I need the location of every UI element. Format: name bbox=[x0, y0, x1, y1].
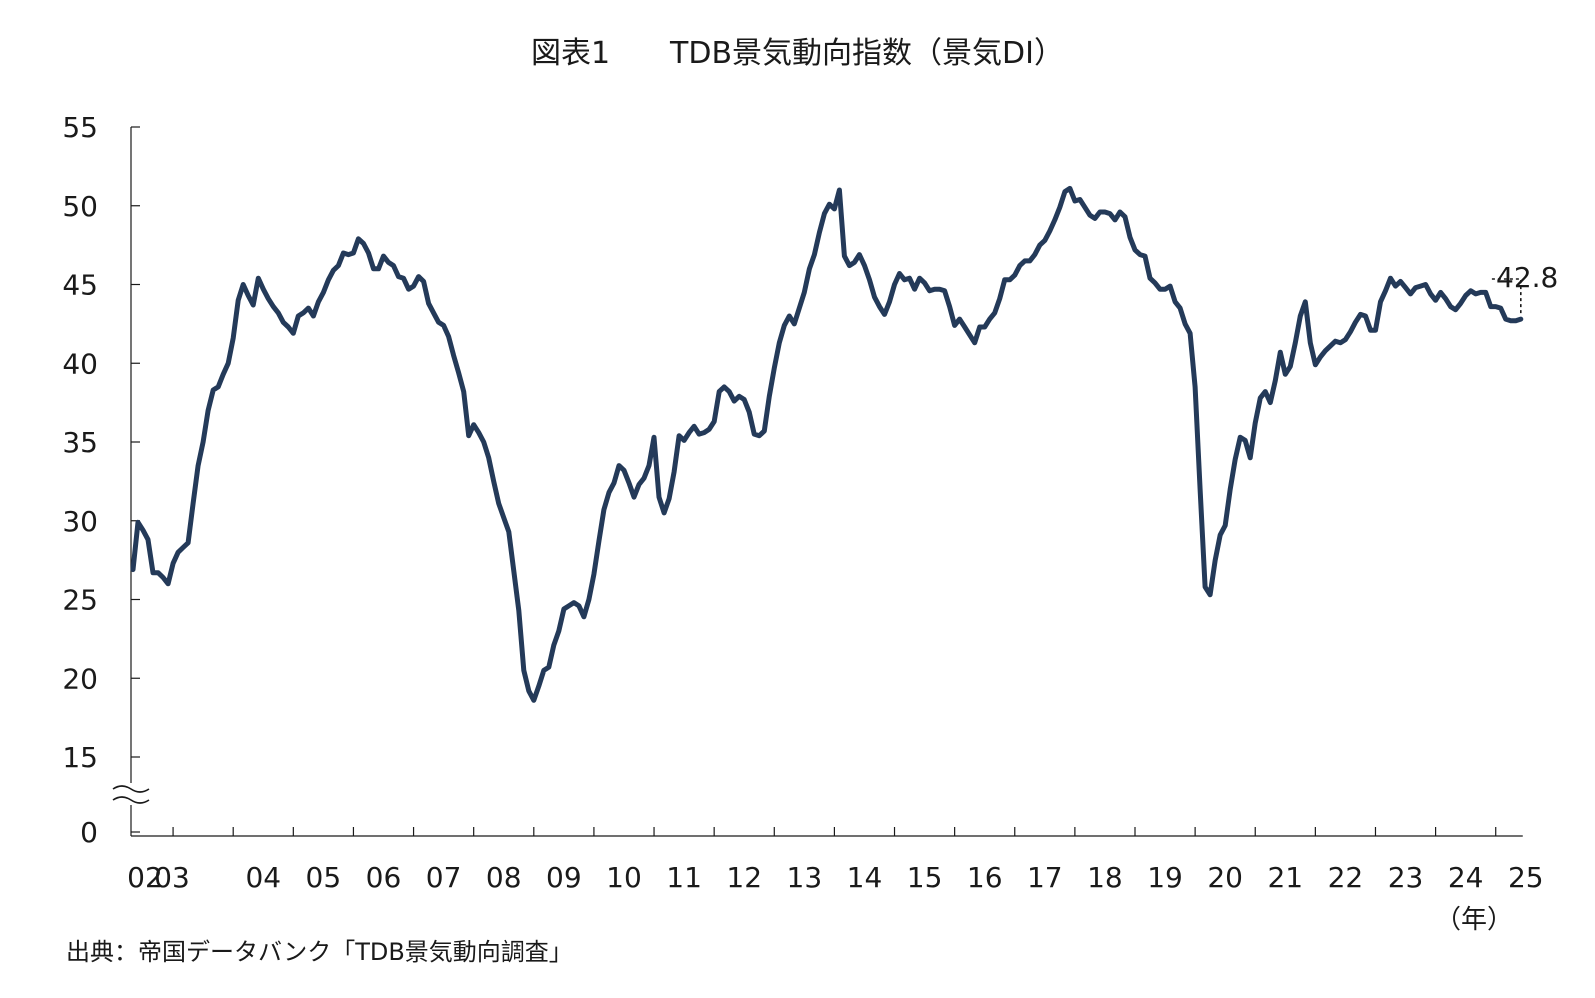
x-tick-label: 15 bbox=[907, 861, 943, 894]
x-tick-label: 17 bbox=[1027, 861, 1063, 894]
x-tick-label: 08 bbox=[486, 861, 522, 894]
x-tick-label: 18 bbox=[1087, 861, 1123, 894]
x-tick-label: 22 bbox=[1328, 861, 1364, 894]
y-tick-label: 55 bbox=[62, 111, 98, 144]
y-tick-label: 30 bbox=[62, 505, 98, 538]
x-tick-label: 14 bbox=[847, 861, 883, 894]
x-tick-label: 11 bbox=[666, 861, 702, 894]
y-tick-label: 40 bbox=[62, 347, 98, 380]
y-tick-label: 15 bbox=[62, 741, 98, 774]
series-line bbox=[130, 185, 1524, 703]
last-value-label: 42.8 bbox=[1496, 261, 1558, 294]
x-tick-label: 04 bbox=[245, 861, 281, 894]
x-tick-label: 20 bbox=[1207, 861, 1243, 894]
y-axis-break-mark bbox=[112, 796, 150, 804]
y-tick-label: 50 bbox=[62, 190, 98, 223]
x-tick-label: 16 bbox=[967, 861, 1003, 894]
chart-title: 図表1 TDB景気動向指数（景気DI） bbox=[530, 36, 1065, 71]
x-tick-label: 25 bbox=[1508, 861, 1544, 894]
y-tick-label: 35 bbox=[62, 426, 98, 459]
annotation-leader bbox=[1489, 278, 1522, 314]
x-tick-label: 21 bbox=[1267, 861, 1303, 894]
x-tick-label: 02 bbox=[127, 861, 163, 894]
y-tick-label: 25 bbox=[62, 584, 98, 617]
x-tick-label: 06 bbox=[366, 861, 402, 894]
x-tick-label: 24 bbox=[1448, 861, 1484, 894]
x-tick-label: 10 bbox=[606, 861, 642, 894]
x-tick-label: 03 bbox=[154, 861, 190, 894]
x-tick-label: 23 bbox=[1388, 861, 1424, 894]
y-tick-label: 0 bbox=[80, 816, 98, 849]
x-tick-label: 19 bbox=[1147, 861, 1183, 894]
x-tick-label: 05 bbox=[306, 861, 342, 894]
y-tick-label: 45 bbox=[62, 269, 98, 302]
x-tick-label: 07 bbox=[426, 861, 462, 894]
x-unit-label: （年） bbox=[1435, 905, 1513, 935]
x-tick-label: 09 bbox=[546, 861, 582, 894]
y-axis-break-mark bbox=[112, 785, 150, 793]
x-tick-label: 12 bbox=[726, 861, 762, 894]
y-tick-label: 20 bbox=[62, 662, 98, 695]
last-value-annotation: 42.8 bbox=[1489, 261, 1558, 314]
x-tick-label: 13 bbox=[787, 861, 823, 894]
source-note: 出典：帝国データバンク「TDB景気動向調査」 bbox=[66, 938, 573, 966]
